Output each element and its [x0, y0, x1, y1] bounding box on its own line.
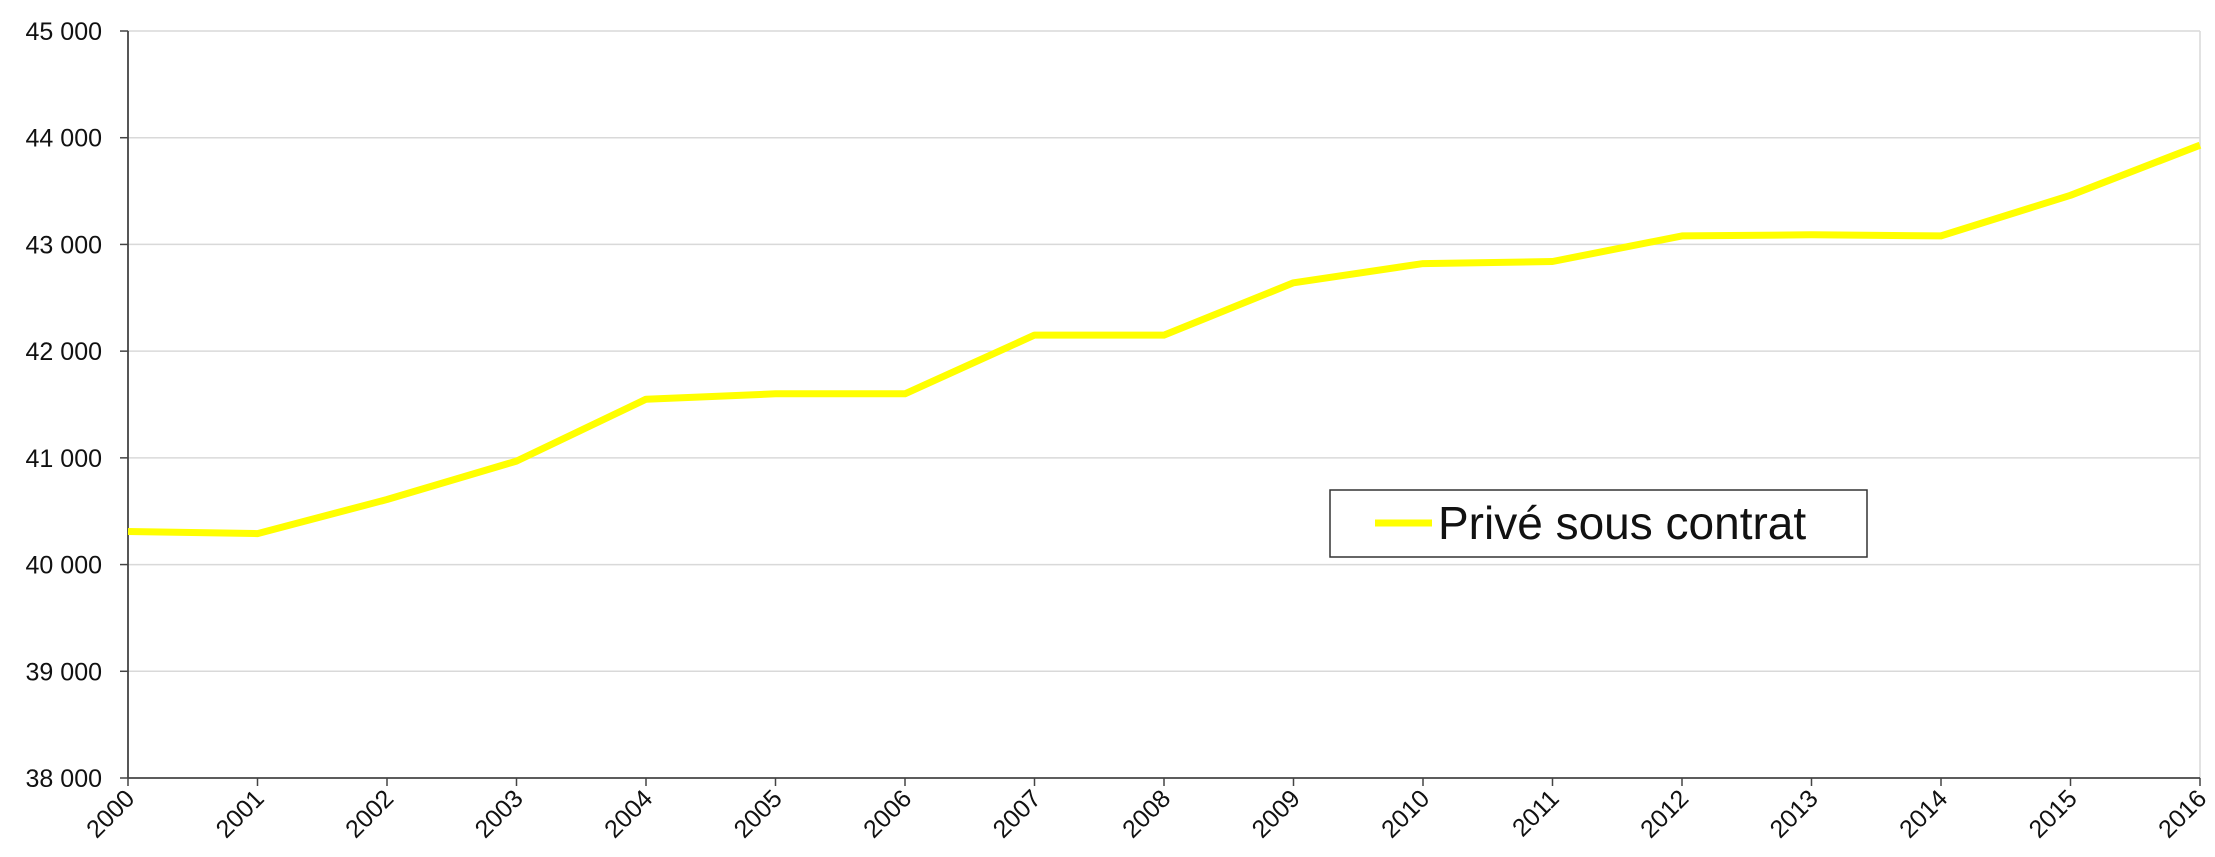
y-tick-label: 38 000 — [26, 765, 102, 793]
y-tick-label: 40 000 — [26, 552, 102, 580]
gridlines — [128, 30, 2201, 778]
series-lines — [127, 141, 2202, 538]
y-tick-label: 41 000 — [26, 445, 102, 473]
x-tick-label: 2013 — [1765, 784, 1824, 843]
x-tick-label: 2001 — [211, 784, 270, 843]
x-tick-label: 2015 — [2024, 784, 2083, 843]
x-tick-label: 2011 — [1507, 784, 1565, 842]
x-tick-label: 2000 — [81, 784, 140, 843]
x-tick-label: 2010 — [1376, 784, 1435, 843]
x-tick-label: 2009 — [1247, 784, 1306, 843]
x-tick-label: 2014 — [1894, 784, 1953, 843]
tick-labels: 38 000 39 000 40 000 41 000 42 000 43 000 44 0… — [26, 18, 2213, 844]
x-tick-label: 2003 — [470, 784, 529, 843]
x-tick-label: 2012 — [1635, 784, 1694, 843]
y-tick-label: 44 000 — [26, 125, 102, 153]
y-tick-label: 39 000 — [26, 658, 102, 686]
axes — [120, 30, 2201, 786]
x-tick-label: 2004 — [599, 784, 658, 843]
x-tick-label: 2008 — [1117, 784, 1176, 843]
x-tick-label: 2002 — [340, 784, 399, 843]
x-tick-label: 2006 — [858, 784, 917, 843]
legend-label-prive-sous-contrat: Privé sous contrat — [1438, 497, 1806, 549]
series-line-0 — [127, 141, 2202, 538]
y-tick-label: 43 000 — [26, 231, 102, 259]
legend: Privé sous contrat — [1329, 489, 1868, 558]
x-tick-label: 2016 — [2153, 784, 2212, 843]
y-tick-label: 45 000 — [26, 18, 102, 46]
x-tick-label: 2007 — [988, 784, 1047, 843]
y-tick-label: 42 000 — [26, 338, 102, 366]
x-tick-label: 2005 — [729, 784, 788, 843]
